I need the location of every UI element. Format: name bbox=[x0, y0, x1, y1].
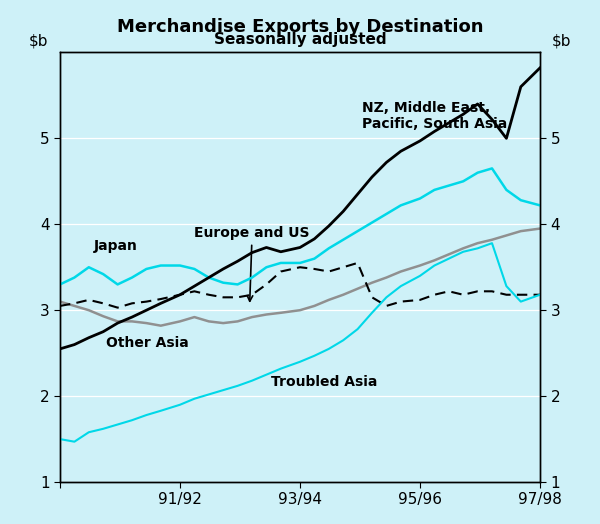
Text: NZ, Middle East,
Pacific, South Asia: NZ, Middle East, Pacific, South Asia bbox=[362, 101, 508, 132]
Text: Merchandise Exports by Destination: Merchandise Exports by Destination bbox=[117, 18, 483, 36]
Text: Other Asia: Other Asia bbox=[106, 336, 188, 350]
Text: $b: $b bbox=[552, 33, 571, 48]
Text: Seasonally adjusted: Seasonally adjusted bbox=[214, 32, 386, 48]
Text: $b: $b bbox=[29, 33, 48, 48]
Text: Troubled Asia: Troubled Asia bbox=[271, 375, 377, 389]
Text: Europe and US: Europe and US bbox=[194, 226, 310, 301]
Text: Japan: Japan bbox=[94, 239, 137, 254]
